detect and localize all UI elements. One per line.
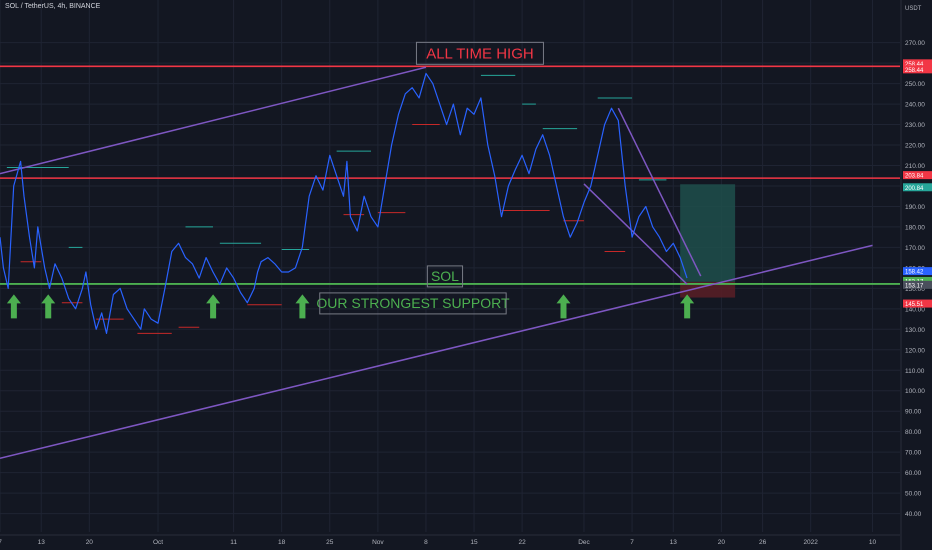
x-tick-label: Dec xyxy=(578,539,590,546)
y-tick-label: 140.00 xyxy=(905,306,925,313)
y-tick-label: 120.00 xyxy=(905,347,925,354)
y-tick-label: 110.00 xyxy=(905,368,925,375)
y-tick-label: 210.00 xyxy=(905,163,925,170)
x-tick-label: 7 xyxy=(0,539,2,546)
y-tick-label: 230.00 xyxy=(905,122,925,129)
x-tick-label: 26 xyxy=(759,539,767,546)
x-tick-label: 8 xyxy=(424,539,428,546)
x-tick-label: 13 xyxy=(670,539,678,546)
x-tick-label: 25 xyxy=(326,539,334,546)
upper-channel-line xyxy=(0,66,427,175)
y-tick-label: 90.00 xyxy=(905,409,922,416)
y-tick-label: 130.00 xyxy=(905,327,925,334)
y-tick-label: 190.00 xyxy=(905,204,925,211)
support-label: OUR STRONGEST SUPPORT xyxy=(316,295,510,311)
up-arrow-icon xyxy=(206,294,221,319)
price-tag xyxy=(903,65,932,74)
x-tick-label: 11 xyxy=(230,539,237,546)
y-tick-label: 250.00 xyxy=(905,81,925,88)
lower-channel-line xyxy=(0,244,873,460)
x-tick-label: 20 xyxy=(86,539,94,546)
up-arrow-icon xyxy=(6,294,21,319)
y-tick-label: 150.00 xyxy=(905,286,925,293)
up-arrow-icon xyxy=(295,294,310,319)
price-tag-label: 153.17 xyxy=(905,283,924,289)
price-tag xyxy=(903,59,932,68)
x-tick-label: 15 xyxy=(470,539,478,546)
y-tick-label: 240.00 xyxy=(905,102,925,109)
sol-label-box xyxy=(426,265,464,288)
up-arrow-icon xyxy=(556,294,571,319)
price-line xyxy=(0,72,688,334)
x-tick-label: 10 xyxy=(869,539,877,546)
price-tag-label: 258.44 xyxy=(905,62,924,68)
x-tick-label: Oct xyxy=(153,539,163,546)
y-tick-label: 220.00 xyxy=(905,143,925,150)
y-tick-label: 180.00 xyxy=(905,224,925,231)
wedge-upper-line xyxy=(617,107,702,277)
y-tick-label: 170.00 xyxy=(905,245,925,252)
y-tick-label: 70.00 xyxy=(905,450,922,457)
y-tick-label: 80.00 xyxy=(905,429,922,436)
up-arrow-icon xyxy=(41,294,56,319)
y-tick-label: 270.00 xyxy=(905,40,925,47)
x-tick-label: Nov xyxy=(372,539,384,546)
price-tag xyxy=(903,183,932,192)
price-tag-label: 158.42 xyxy=(905,270,924,276)
wedge-lower-line xyxy=(583,183,688,285)
up-arrow-icon xyxy=(680,294,695,319)
axis-currency: USDT xyxy=(905,6,922,12)
x-tick-label: 18 xyxy=(278,539,286,546)
price-tag-label: 258.44 xyxy=(905,68,924,74)
symbol-header: SOL / TetherUS, 4h, BINANCE xyxy=(5,3,101,10)
y-tick-label: 50.00 xyxy=(905,491,922,498)
support-label-box xyxy=(319,292,507,315)
price-tag xyxy=(903,299,932,308)
price-tag-label: 145.51 xyxy=(905,302,924,308)
price-tag xyxy=(903,280,932,289)
y-tick-label: 40.00 xyxy=(905,511,922,518)
y-tick-label: 60.00 xyxy=(905,470,922,477)
price-tag-label: 200.84 xyxy=(905,186,924,192)
x-tick-label: 22 xyxy=(519,539,527,546)
sol-label: SOL xyxy=(431,268,459,284)
ath-label: ALL TIME HIGH xyxy=(426,45,534,62)
price-tag xyxy=(903,267,932,276)
x-tick-label: 2022 xyxy=(803,539,818,546)
y-tick-label: 100.00 xyxy=(905,388,925,395)
price-tag xyxy=(903,171,932,180)
x-tick-label: 13 xyxy=(38,539,46,546)
ath-label-box xyxy=(415,41,544,65)
x-tick-label: 20 xyxy=(718,539,726,546)
price-tag-label: 203.84 xyxy=(905,174,924,180)
target-zone xyxy=(680,184,736,282)
x-tick-label: 7 xyxy=(630,539,634,546)
stop-zone xyxy=(680,281,736,298)
